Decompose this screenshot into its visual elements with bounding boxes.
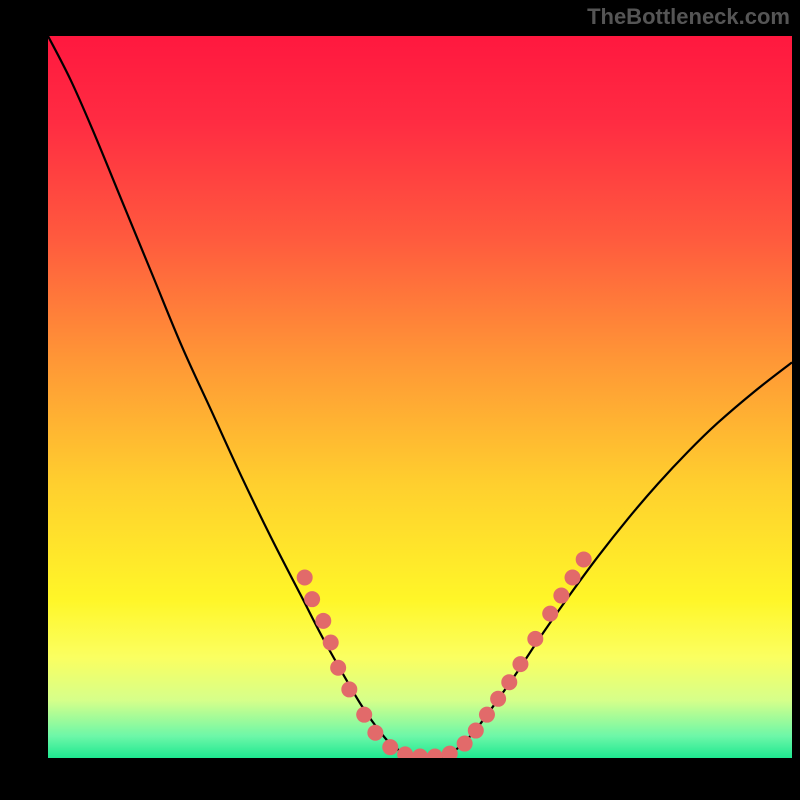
- marker-right-markers-4: [490, 691, 506, 707]
- marker-right-markers-6: [512, 656, 528, 672]
- marker-right-markers-9: [553, 588, 569, 604]
- marker-left-markers-4: [330, 660, 346, 676]
- chart-svg: [0, 0, 800, 800]
- marker-right-markers-8: [542, 606, 558, 622]
- marker-left-markers-2: [315, 613, 331, 629]
- marker-right-markers-2: [468, 723, 484, 739]
- marker-right-markers-11: [576, 551, 592, 567]
- marker-right-markers-7: [527, 631, 543, 647]
- marker-left-markers-7: [367, 725, 383, 741]
- marker-right-markers-1: [457, 736, 473, 752]
- marker-left-markers-5: [341, 681, 357, 697]
- marker-left-markers-8: [382, 739, 398, 755]
- marker-right-markers-3: [479, 707, 495, 723]
- chart-stage: TheBottleneck.com: [0, 0, 800, 800]
- marker-left-markers-1: [304, 591, 320, 607]
- marker-left-markers-3: [323, 634, 339, 650]
- plot-background: [48, 36, 792, 758]
- marker-right-markers-10: [565, 570, 581, 586]
- watermark-text: TheBottleneck.com: [587, 4, 790, 30]
- marker-right-markers-5: [501, 674, 517, 690]
- marker-left-markers-0: [297, 570, 313, 586]
- marker-left-markers-6: [356, 707, 372, 723]
